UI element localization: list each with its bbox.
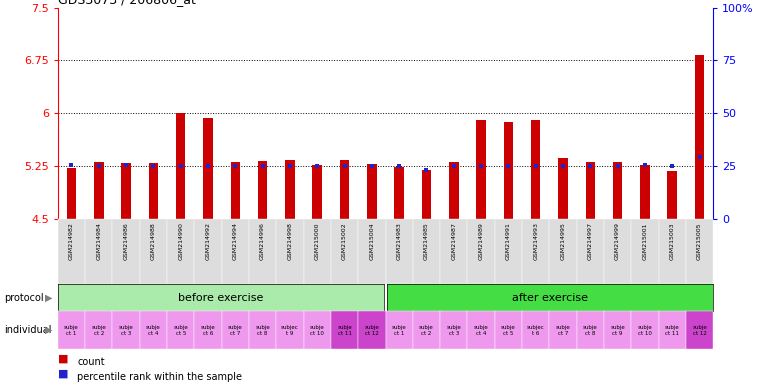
- Text: GSM215005: GSM215005: [697, 222, 702, 260]
- Text: subje
ct 4: subje ct 4: [146, 325, 161, 336]
- Bar: [395, 167, 404, 219]
- Text: subje
ct 5: subje ct 5: [501, 325, 516, 336]
- Text: GSM214988: GSM214988: [151, 222, 156, 260]
- Text: GSM214992: GSM214992: [206, 222, 210, 260]
- Bar: [531, 120, 540, 219]
- Bar: [94, 162, 103, 219]
- Bar: [231, 162, 240, 219]
- Text: subje
ct 6: subje ct 6: [200, 325, 215, 336]
- Text: GSM215002: GSM215002: [342, 222, 347, 260]
- Text: protocol: protocol: [4, 293, 43, 303]
- Text: GDS3073 / 206806_at: GDS3073 / 206806_at: [58, 0, 196, 7]
- Text: subje
ct 3: subje ct 3: [446, 325, 461, 336]
- Bar: [585, 162, 595, 219]
- Bar: [285, 161, 295, 219]
- Text: subje
ct 12: subje ct 12: [365, 325, 379, 336]
- Text: GSM214990: GSM214990: [178, 222, 183, 260]
- Text: GSM214994: GSM214994: [233, 222, 237, 260]
- Text: subje
ct 2: subje ct 2: [92, 325, 106, 336]
- Text: subje
ct 4: subje ct 4: [473, 325, 489, 336]
- Text: GSM214989: GSM214989: [479, 222, 483, 260]
- Text: GSM214996: GSM214996: [260, 222, 265, 260]
- Text: subje
ct 11: subje ct 11: [665, 325, 679, 336]
- Bar: [204, 118, 213, 219]
- Bar: [121, 163, 131, 219]
- Bar: [340, 161, 349, 219]
- Bar: [258, 161, 268, 219]
- Text: subje
ct 10: subje ct 10: [310, 325, 325, 336]
- Text: GSM214997: GSM214997: [588, 222, 593, 260]
- Bar: [668, 171, 677, 219]
- Text: subje
ct 7: subje ct 7: [556, 325, 571, 336]
- Bar: [422, 170, 431, 219]
- Text: individual: individual: [4, 325, 52, 335]
- Text: subje
ct 12: subje ct 12: [692, 325, 707, 336]
- Text: before exercise: before exercise: [178, 293, 264, 303]
- Text: subje
ct 2: subje ct 2: [419, 325, 434, 336]
- Text: subje
ct 7: subje ct 7: [228, 325, 243, 336]
- Bar: [367, 164, 376, 219]
- Bar: [476, 120, 486, 219]
- Text: ■: ■: [58, 369, 69, 379]
- Text: subje
ct 9: subje ct 9: [610, 325, 625, 336]
- Text: GSM214982: GSM214982: [69, 222, 74, 260]
- Text: GSM214986: GSM214986: [123, 222, 129, 260]
- Bar: [613, 162, 622, 219]
- Text: subje
ct 1: subje ct 1: [64, 325, 79, 336]
- Text: GSM214999: GSM214999: [615, 222, 620, 260]
- Text: ▶: ▶: [45, 293, 52, 303]
- Text: GSM214995: GSM214995: [561, 222, 565, 260]
- Bar: [176, 113, 186, 219]
- Text: subje
ct 8: subje ct 8: [255, 325, 270, 336]
- Text: count: count: [77, 356, 105, 367]
- Text: GSM214998: GSM214998: [288, 222, 292, 260]
- Text: subje
ct 10: subje ct 10: [638, 325, 652, 336]
- Text: subje
ct 3: subje ct 3: [119, 325, 133, 336]
- Bar: [149, 162, 158, 219]
- Text: subje
ct 1: subje ct 1: [392, 325, 406, 336]
- Text: GSM215000: GSM215000: [315, 222, 320, 260]
- Text: GSM215003: GSM215003: [670, 222, 675, 260]
- Text: subje
ct 5: subje ct 5: [173, 325, 188, 336]
- Bar: [503, 122, 513, 219]
- Text: GSM214984: GSM214984: [96, 222, 101, 260]
- Bar: [695, 55, 704, 219]
- Bar: [640, 165, 650, 219]
- Text: after exercise: after exercise: [512, 293, 588, 303]
- Text: GSM214983: GSM214983: [396, 222, 402, 260]
- Text: ■: ■: [58, 354, 69, 364]
- Text: GSM214985: GSM214985: [424, 222, 429, 260]
- Text: percentile rank within the sample: percentile rank within the sample: [77, 372, 242, 382]
- Bar: [449, 162, 459, 219]
- Bar: [312, 165, 322, 219]
- Text: subjec
t 6: subjec t 6: [527, 325, 544, 336]
- Text: GSM214991: GSM214991: [506, 222, 511, 260]
- Text: ▶: ▶: [45, 325, 52, 335]
- Bar: [67, 168, 76, 219]
- Text: subje
ct 11: subje ct 11: [337, 325, 352, 336]
- Bar: [558, 158, 567, 219]
- Text: GSM215004: GSM215004: [369, 222, 375, 260]
- Text: subje
ct 8: subje ct 8: [583, 325, 598, 336]
- Text: GSM214987: GSM214987: [451, 222, 456, 260]
- Text: subjec
t 9: subjec t 9: [281, 325, 299, 336]
- Text: GSM214993: GSM214993: [534, 222, 538, 260]
- Text: GSM215001: GSM215001: [642, 222, 648, 260]
